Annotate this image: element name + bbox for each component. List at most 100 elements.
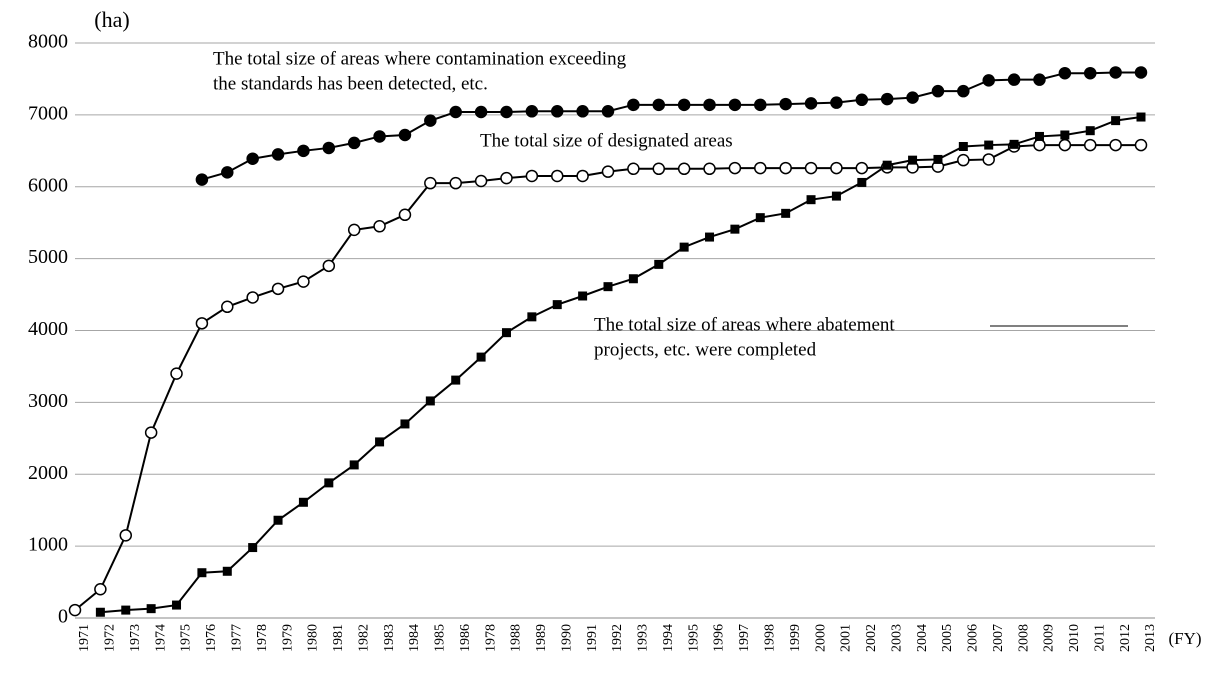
- marker: [857, 177, 867, 187]
- marker: [1009, 139, 1019, 149]
- marker: [474, 174, 488, 188]
- marker: [705, 232, 715, 242]
- marker: [933, 154, 943, 164]
- marker: [347, 223, 361, 237]
- marker: [195, 317, 209, 330]
- marker: [982, 153, 995, 166]
- x-tick-label: 1988: [509, 624, 524, 652]
- x-tick-label: 1979: [280, 624, 295, 652]
- marker: [172, 600, 182, 610]
- marker: [476, 352, 486, 362]
- marker: [424, 114, 437, 127]
- marker: [830, 161, 843, 175]
- marker: [627, 162, 640, 176]
- x-tick-label: 1993: [636, 624, 651, 652]
- marker: [1109, 138, 1122, 152]
- x-axis-label: (FY): [1168, 629, 1201, 648]
- x-tick-label: 2007: [991, 624, 1006, 652]
- marker: [474, 105, 488, 119]
- marker: [931, 84, 945, 98]
- marker: [830, 96, 843, 109]
- x-tick-label: 1976: [204, 624, 219, 652]
- marker: [679, 242, 689, 252]
- marker: [95, 607, 105, 617]
- marker: [271, 282, 285, 296]
- x-tick-label: 1989: [534, 624, 549, 652]
- x-tick-label: 2003: [889, 624, 904, 652]
- y-tick-label: 7000: [28, 102, 68, 124]
- marker: [1111, 116, 1121, 126]
- marker: [1033, 138, 1046, 152]
- x-tick-label: 1980: [306, 624, 321, 652]
- marker: [855, 93, 869, 107]
- x-tick-label: 1973: [128, 624, 143, 652]
- marker: [1034, 131, 1044, 141]
- marker: [908, 155, 918, 165]
- marker: [957, 153, 970, 167]
- marker: [525, 169, 539, 183]
- y-tick-label: 6000: [28, 174, 68, 196]
- series-line: [100, 116, 1142, 614]
- marker: [982, 74, 995, 87]
- marker: [831, 191, 841, 201]
- y-axis-label: (ha): [94, 7, 129, 32]
- marker: [349, 460, 359, 470]
- x-tick-label: 1974: [153, 624, 168, 652]
- marker: [958, 142, 968, 151]
- x-tick-label: 1986: [458, 624, 473, 652]
- x-tick-label: 1992: [610, 624, 625, 652]
- marker: [601, 105, 615, 118]
- marker: [601, 165, 615, 178]
- x-tick-label: 2001: [839, 624, 854, 652]
- marker: [652, 162, 666, 176]
- x-tick-label: 1983: [382, 624, 397, 652]
- marker: [677, 98, 691, 112]
- marker: [248, 543, 258, 553]
- marker: [1058, 66, 1072, 80]
- x-tick-label: 1971: [77, 624, 92, 652]
- marker: [297, 275, 310, 288]
- marker: [1007, 73, 1021, 86]
- marker: [527, 312, 537, 322]
- x-tick-label: 2000: [813, 624, 828, 652]
- marker: [501, 328, 511, 338]
- marker: [221, 300, 234, 314]
- marker: [1058, 138, 1072, 152]
- marker: [322, 141, 336, 155]
- marker: [552, 300, 562, 310]
- marker: [754, 161, 767, 175]
- marker: [855, 161, 869, 175]
- marker: [271, 148, 285, 161]
- marker: [627, 98, 640, 112]
- marker: [1033, 73, 1046, 86]
- marker: [779, 97, 792, 111]
- marker: [781, 208, 791, 218]
- marker: [373, 220, 386, 233]
- annotation: The total size of designated areas: [480, 130, 733, 151]
- marker: [703, 98, 716, 112]
- marker: [146, 604, 156, 614]
- series-line: [74, 144, 1141, 611]
- marker: [322, 259, 336, 273]
- y-tick-label: 3000: [28, 390, 68, 412]
- x-tick-label: 2004: [915, 624, 930, 652]
- x-tick-label: 1984: [407, 624, 422, 652]
- marker: [195, 173, 209, 186]
- y-tick-label: 1000: [28, 534, 68, 556]
- marker: [957, 84, 970, 98]
- marker: [906, 91, 919, 104]
- x-tick-label: 1995: [686, 624, 701, 652]
- annotation: the standards has been detected, etc.: [213, 73, 488, 94]
- marker: [221, 166, 234, 179]
- marker: [880, 92, 894, 106]
- marker: [1134, 138, 1148, 152]
- y-tick-label: 2000: [28, 462, 68, 484]
- x-tick-label: 1990: [559, 624, 574, 652]
- x-tick-label: 1982: [356, 624, 371, 652]
- marker: [628, 274, 638, 284]
- marker: [347, 136, 361, 150]
- marker: [400, 419, 410, 429]
- marker: [525, 105, 539, 118]
- marker: [578, 291, 588, 301]
